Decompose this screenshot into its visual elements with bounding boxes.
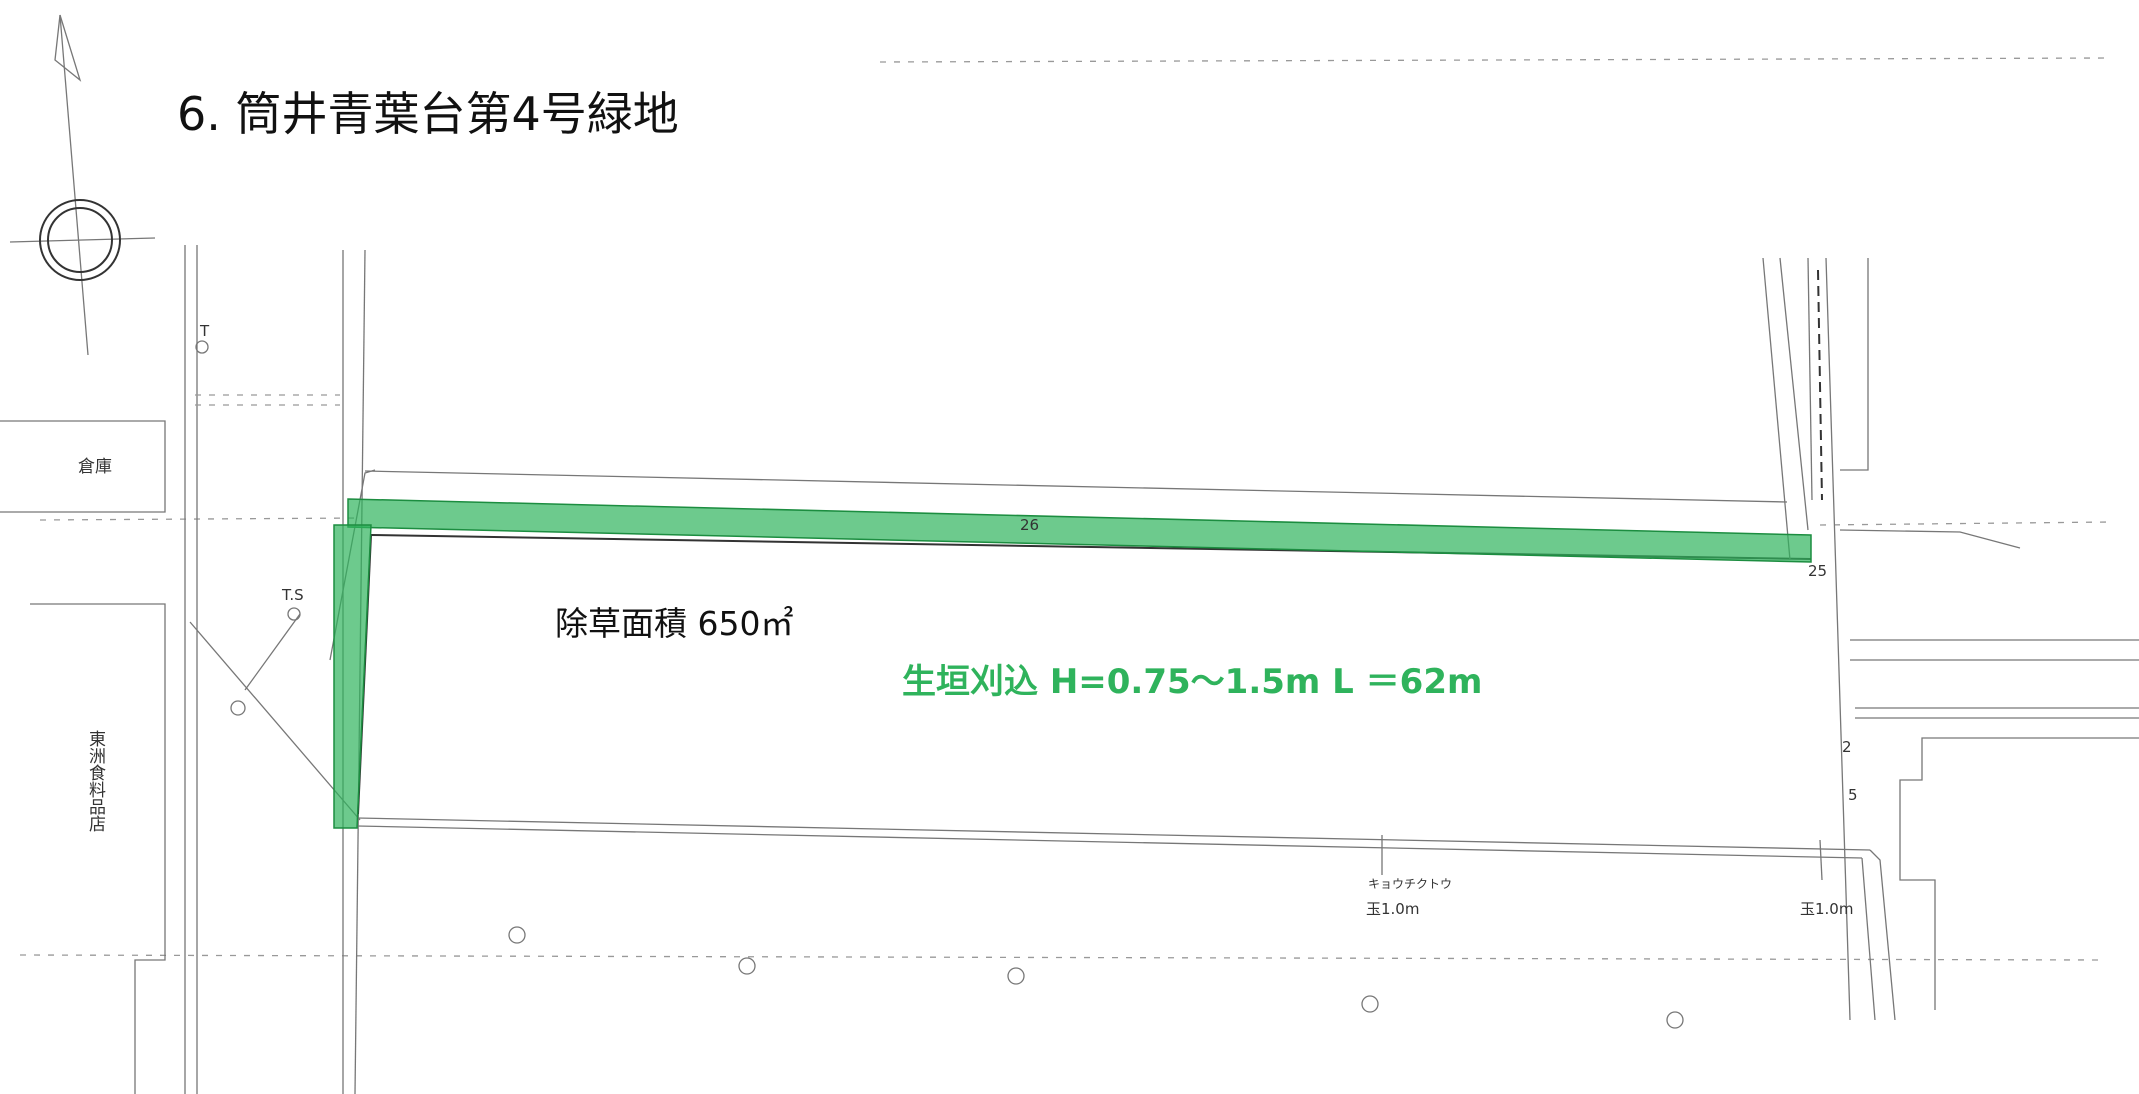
noise-line (19, 954, 2101, 961)
noise-line (1819, 521, 2111, 526)
tree-size: 玉1.0m (1800, 900, 1853, 918)
pole-label: T.S (281, 586, 304, 604)
tree-name: キョウチクトウ (1368, 877, 1452, 891)
hedge-left (333, 524, 372, 829)
weeding-area: 除草面積 650㎡ (555, 604, 793, 643)
title: 6. 筒井青葉台第4号緑地 (177, 87, 679, 141)
dimension-label: 5 (1848, 786, 1858, 804)
warehouse (0, 420, 166, 513)
dimension-label: 26 (1020, 516, 1039, 534)
hedge-top (347, 498, 1812, 563)
dimension-label: 2 (1842, 738, 1852, 756)
north-arrow (9, 14, 156, 356)
shop (30, 603, 166, 1094)
warehouse-label: 倉庫 (78, 457, 112, 477)
road-right (1762, 257, 2139, 1021)
trees (508, 835, 1823, 1029)
dimension-label: 25 (1808, 562, 1827, 580)
pole-label: T (199, 322, 210, 340)
tree-size: 玉1.0m (1366, 900, 1419, 918)
noise-line (39, 517, 361, 521)
shop-label: 東洲食料品店 (85, 730, 106, 832)
noise-line (879, 57, 2111, 63)
hedge-label: 生垣刈込 H=0.75～1.5m L ＝62m (902, 662, 1482, 702)
